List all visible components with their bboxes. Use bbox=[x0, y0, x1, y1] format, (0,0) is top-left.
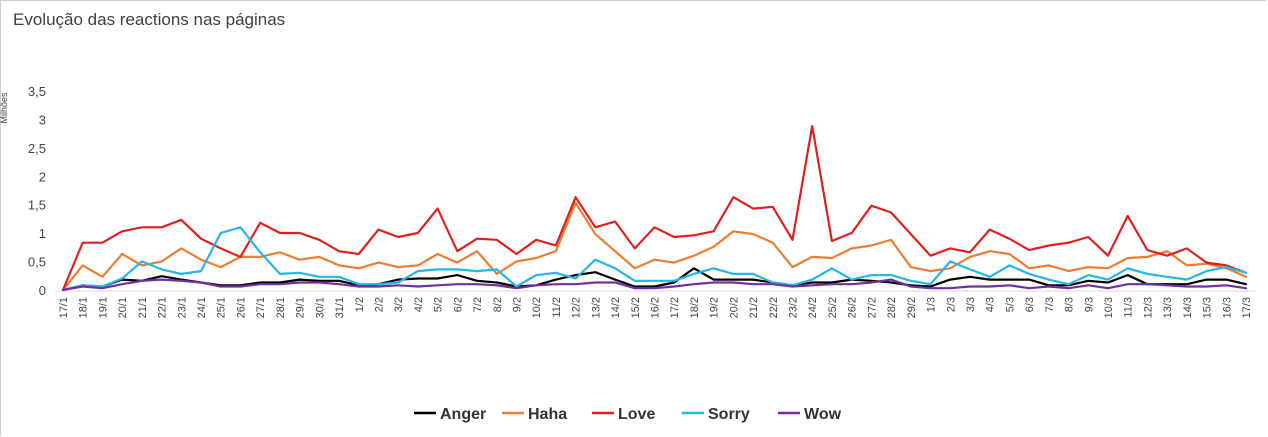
x-tick-label: 13/3 bbox=[1162, 297, 1174, 318]
x-tick-label: 23/1 bbox=[176, 297, 188, 318]
x-tick-label: 27/1 bbox=[255, 297, 267, 318]
legend-label-wow: Wow bbox=[804, 406, 842, 423]
x-axis: 17/1 18/1 19/1 20/1 21/1 22/1 23/1 24/1 25/1 26/1… bbox=[55, 290, 1256, 318]
x-tick-label: 28/1 bbox=[275, 297, 287, 318]
legend-label-anger: Anger bbox=[440, 406, 486, 423]
x-tick-label: 5/2 bbox=[433, 297, 445, 312]
legend-label-love: Love bbox=[618, 406, 655, 423]
x-tick-label: 20/2 bbox=[728, 297, 740, 318]
series-line-wow bbox=[61, 278, 1248, 291]
x-tick-label: 16/3 bbox=[1221, 297, 1233, 318]
x-tick-label: 3/3 bbox=[965, 297, 977, 312]
x-tick-label: 18/1 bbox=[78, 297, 90, 318]
x-tick-label: 12/2 bbox=[571, 297, 583, 318]
series-line-haha bbox=[61, 201, 1248, 291]
x-tick-label: 2/3 bbox=[945, 297, 957, 312]
y-tick-label: 3 bbox=[39, 112, 46, 127]
x-tick-label: 13/2 bbox=[590, 297, 602, 318]
x-tick-label: 24/1 bbox=[196, 297, 208, 318]
y-tick-label: 1,5 bbox=[28, 198, 46, 213]
series-line-sorry bbox=[61, 226, 1248, 291]
x-tick-label: 19/1 bbox=[97, 297, 109, 318]
x-tick-label: 1/3 bbox=[926, 297, 938, 312]
x-tick-label: 29/2 bbox=[906, 297, 918, 318]
x-tick-label: 26/2 bbox=[847, 297, 859, 318]
x-tick-label: 29/1 bbox=[295, 297, 307, 318]
x-tick-label: 20/1 bbox=[117, 297, 129, 318]
x-tick-label: 5/3 bbox=[1004, 297, 1016, 312]
x-tick-label: 12/3 bbox=[1142, 297, 1154, 318]
x-tick-label: 3/2 bbox=[393, 297, 405, 312]
x-tick-label: 18/2 bbox=[689, 297, 701, 318]
x-tick-label: 21/1 bbox=[137, 297, 149, 318]
y-tick-label: 2,5 bbox=[28, 141, 46, 156]
y-tick-label: 0 bbox=[39, 283, 46, 298]
x-tick-label: 11/3 bbox=[1123, 297, 1135, 318]
x-tick-label: 24/2 bbox=[807, 297, 819, 318]
x-tick-label: 22/1 bbox=[157, 297, 169, 318]
x-tick-label: 9/3 bbox=[1083, 297, 1095, 312]
x-tick-label: 25/2 bbox=[827, 297, 839, 318]
series-line-love bbox=[61, 124, 1248, 291]
y-tick-label: 1 bbox=[39, 226, 46, 241]
x-tick-label: 7/3 bbox=[1044, 297, 1056, 312]
x-tick-label: 14/2 bbox=[610, 297, 622, 318]
x-tick-label: 7/2 bbox=[472, 297, 484, 312]
x-tick-label: 11/2 bbox=[551, 297, 563, 318]
legend-label-sorry: Sorry bbox=[708, 406, 750, 423]
x-tick-label: 15/3 bbox=[1202, 297, 1214, 318]
x-tick-label: 19/2 bbox=[709, 297, 721, 318]
x-tick-label: 6/2 bbox=[452, 297, 464, 312]
y-tick-label: 0,5 bbox=[28, 255, 46, 270]
x-tick-label: 1/2 bbox=[354, 297, 366, 312]
x-tick-label: 26/1 bbox=[235, 297, 247, 318]
x-tick-label: 25/1 bbox=[216, 297, 228, 318]
x-tick-label: 27/2 bbox=[866, 297, 878, 318]
x-tick-label: 10/2 bbox=[531, 297, 543, 318]
x-tick-label: 10/3 bbox=[1103, 297, 1115, 318]
x-tick-label: 22/2 bbox=[768, 297, 780, 318]
x-tick-label: 17/3 bbox=[1241, 297, 1253, 318]
chart-title: Evolução das reactions nas páginas bbox=[13, 10, 286, 29]
series-line-anger bbox=[61, 267, 1248, 291]
x-tick-label: 17/2 bbox=[669, 297, 681, 318]
x-tick-label: 31/1 bbox=[334, 297, 346, 318]
x-tick-label: 23/2 bbox=[788, 297, 800, 318]
x-tick-label: 30/1 bbox=[314, 297, 326, 318]
x-tick-label: 4/3 bbox=[985, 297, 997, 312]
x-tick-label: 21/2 bbox=[748, 297, 760, 318]
x-tick-label: 6/3 bbox=[1024, 297, 1036, 312]
y-axis-unit-label: Milhões bbox=[0, 92, 9, 124]
x-tick-label: 2/2 bbox=[373, 297, 385, 312]
legend-label-haha: Haha bbox=[528, 406, 567, 423]
series-layer bbox=[61, 124, 1248, 291]
x-tick-label: 9/2 bbox=[511, 297, 523, 312]
x-tick-label: 16/2 bbox=[650, 297, 662, 318]
y-axis: 0 0,5 1 1,5 2 2,5 3 3,5 Milhões bbox=[0, 84, 46, 298]
y-tick-label: 3,5 bbox=[28, 84, 46, 99]
x-tick-label: 28/2 bbox=[886, 297, 898, 318]
x-tick-label: 14/3 bbox=[1182, 297, 1194, 318]
x-tick-label: 4/2 bbox=[413, 297, 425, 312]
x-tick-label: 8/2 bbox=[492, 297, 504, 312]
legend: Anger Haha Love Sorry Wow bbox=[414, 406, 842, 423]
x-tick-label: 8/3 bbox=[1064, 297, 1076, 312]
x-tick-label: 17/1 bbox=[58, 297, 70, 318]
x-tick-label: 15/2 bbox=[630, 297, 642, 318]
y-tick-label: 2 bbox=[39, 169, 46, 184]
